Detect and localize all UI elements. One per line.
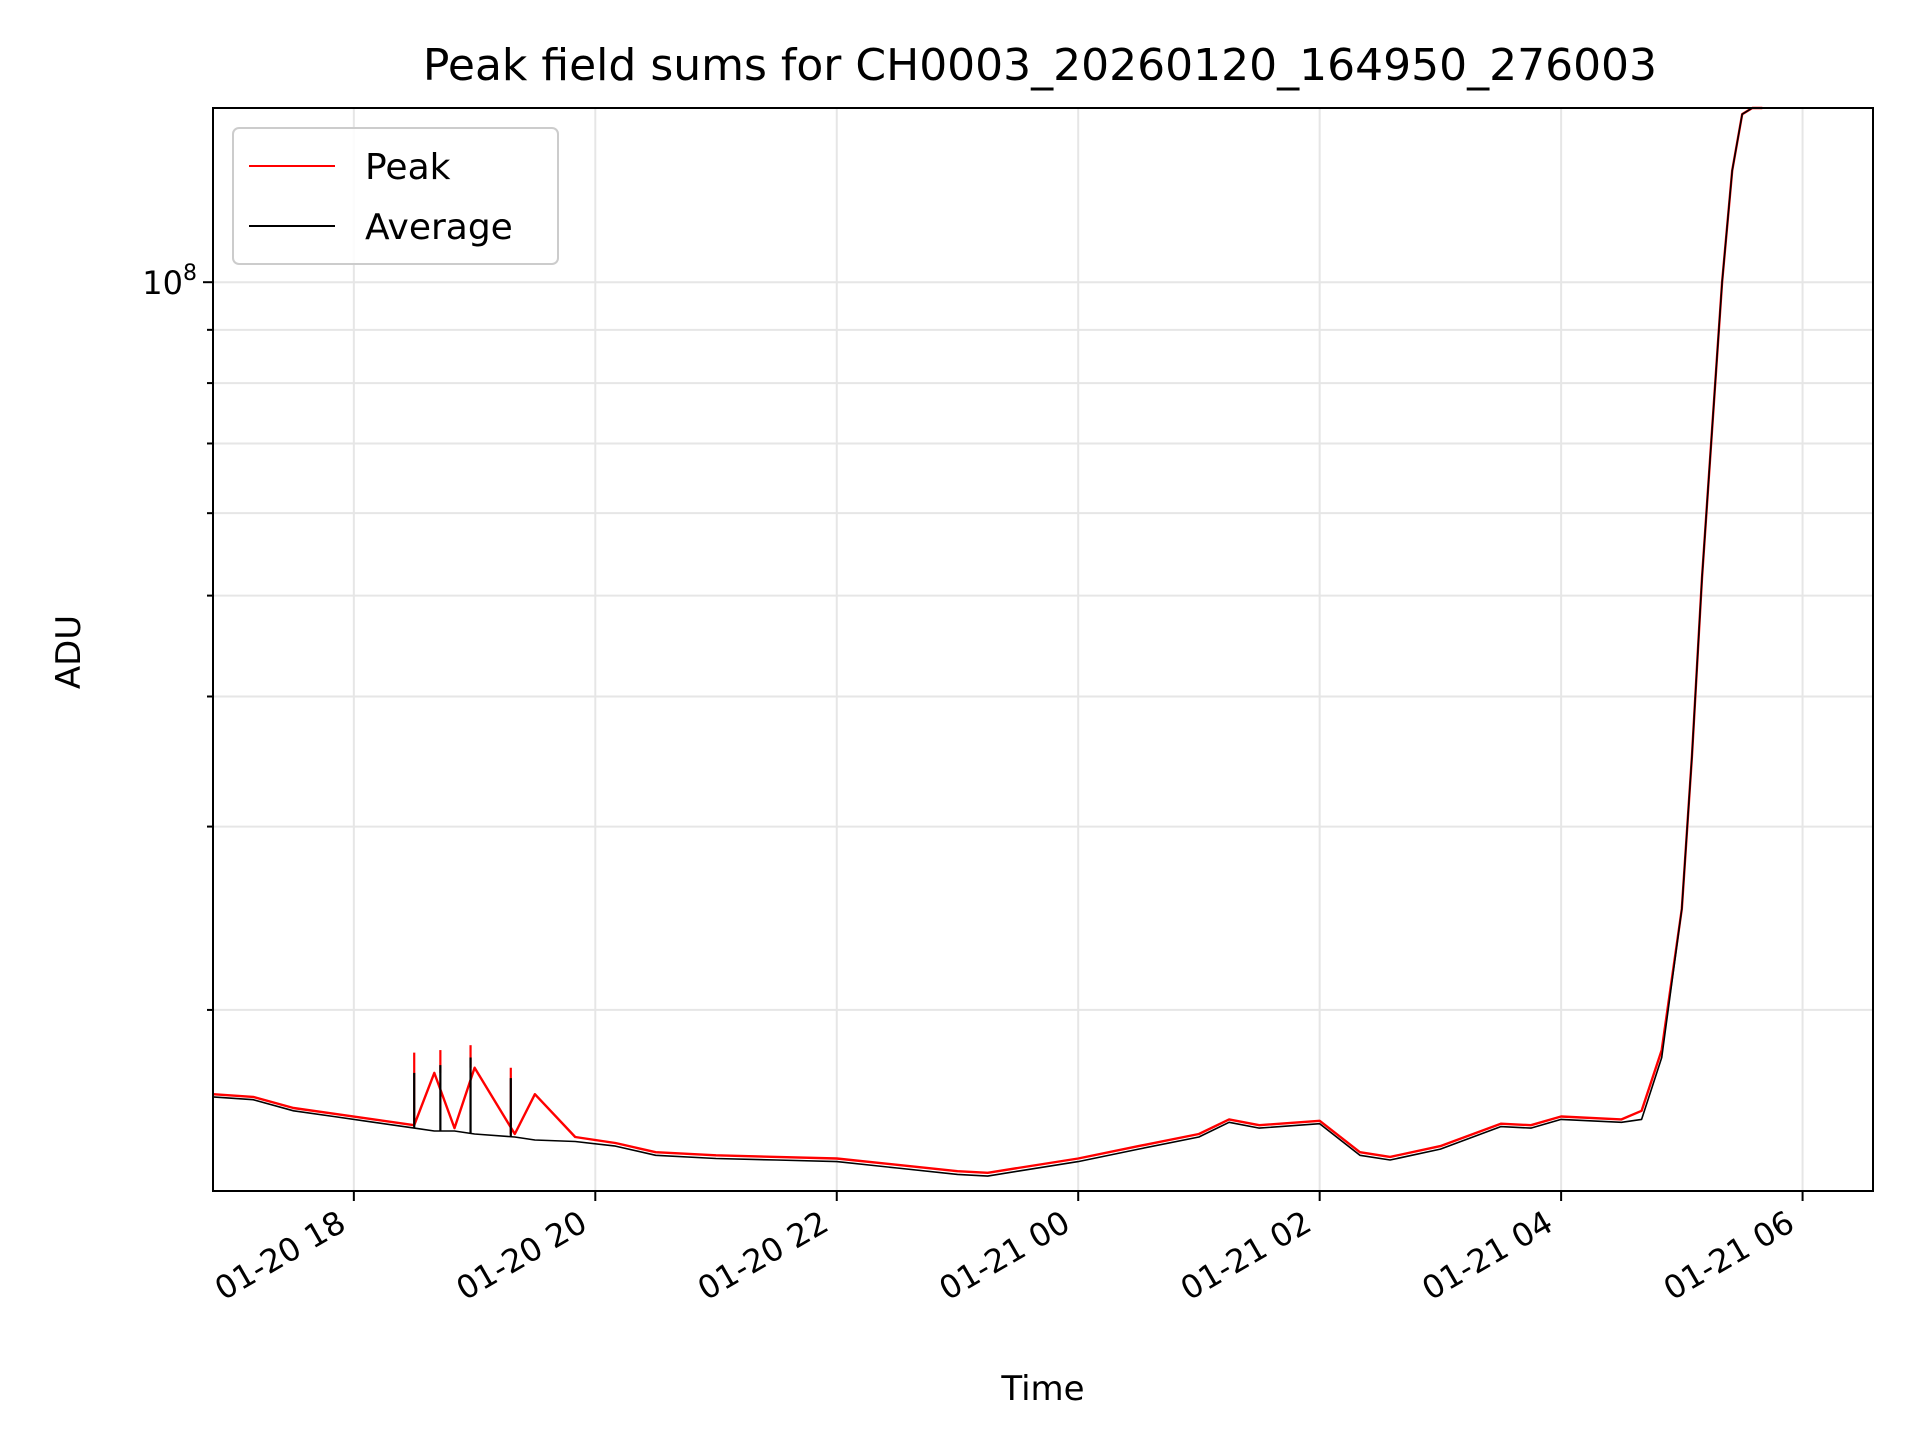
series-layer [212, 106, 1763, 1177]
x-axis-label: Time [1000, 1369, 1084, 1409]
chart-title: Peak field sums for CH0003_20260120_1649… [423, 40, 1657, 91]
legend-label-average: Average [365, 207, 513, 248]
y-tick-base: 10 [142, 264, 183, 302]
y-axis-label: ADU [49, 615, 89, 689]
legend-label-peak: Peak [365, 147, 451, 188]
y-tick-exponent: 8 [183, 261, 197, 286]
series-line-average [212, 107, 1763, 1177]
plot-frame [212, 107, 1874, 1192]
grid [213, 108, 1873, 1191]
y-tick-label: 108 [142, 261, 197, 302]
legend-box [232, 127, 559, 265]
y-axis: 108 [142, 261, 213, 1011]
legend: Peak Average [232, 127, 559, 265]
